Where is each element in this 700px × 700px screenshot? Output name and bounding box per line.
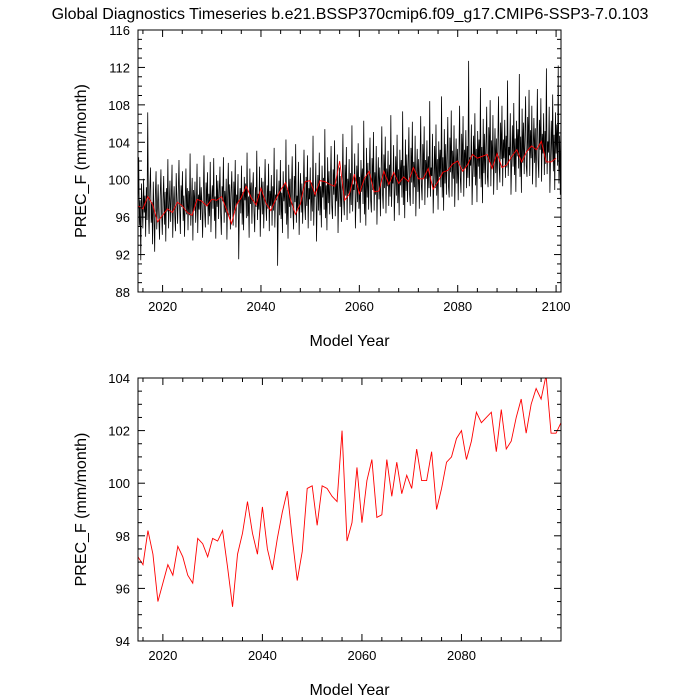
y-tick-label: 100 bbox=[108, 173, 130, 188]
y-tick-label: 102 bbox=[108, 424, 130, 439]
series-line-annual bbox=[138, 378, 561, 607]
y-tick-label: 108 bbox=[108, 98, 130, 113]
y-tick-label: 116 bbox=[109, 23, 130, 38]
x-axis-title: Model Year bbox=[309, 682, 390, 699]
series-line-annual bbox=[138, 140, 557, 226]
top-timeseries-panel: 2020 2040 2060 2080 2100 88 92 96 100 104 108 112 11… bbox=[73, 23, 571, 350]
y-tick-label: 112 bbox=[109, 60, 130, 75]
y-tick-label: 88 bbox=[116, 285, 130, 300]
y-tick-label: 98 bbox=[116, 529, 130, 544]
x-tick-label: 2100 bbox=[542, 299, 571, 314]
y-axis-title: PREC_F (mm/month) bbox=[73, 84, 90, 238]
x-tick-label: 2020 bbox=[148, 299, 177, 314]
figure-title: Global Diagnostics Timeseries b.e21.BSSP… bbox=[52, 6, 649, 23]
y-tick-label: 100 bbox=[108, 476, 130, 491]
x-tick-label: 2060 bbox=[347, 648, 376, 663]
series-line-monthly bbox=[138, 60, 561, 266]
bottom-annual-panel: 2020 2040 2060 2080 94 96 98 100 102 104 Model Yea… bbox=[73, 371, 562, 699]
plot-frame bbox=[137, 377, 562, 642]
y-tick-label: 92 bbox=[116, 248, 130, 263]
y-tick-label: 96 bbox=[116, 581, 130, 596]
x-tick-label: 2040 bbox=[248, 648, 277, 663]
y-tick-label: 96 bbox=[116, 210, 130, 225]
x-tick-label: 2040 bbox=[247, 299, 276, 314]
x-tick-label: 2020 bbox=[148, 648, 177, 663]
y-tick-label: 104 bbox=[108, 371, 130, 386]
y-tick-label: 104 bbox=[108, 135, 130, 150]
y-axis-title: PREC_F (mm/month) bbox=[73, 433, 90, 587]
x-tick-label: 2080 bbox=[443, 299, 472, 314]
x-tick-label: 2080 bbox=[447, 648, 476, 663]
y-tick-label: 94 bbox=[116, 634, 130, 649]
x-tick-label: 2060 bbox=[345, 299, 374, 314]
x-axis-title: Model Year bbox=[309, 333, 390, 350]
